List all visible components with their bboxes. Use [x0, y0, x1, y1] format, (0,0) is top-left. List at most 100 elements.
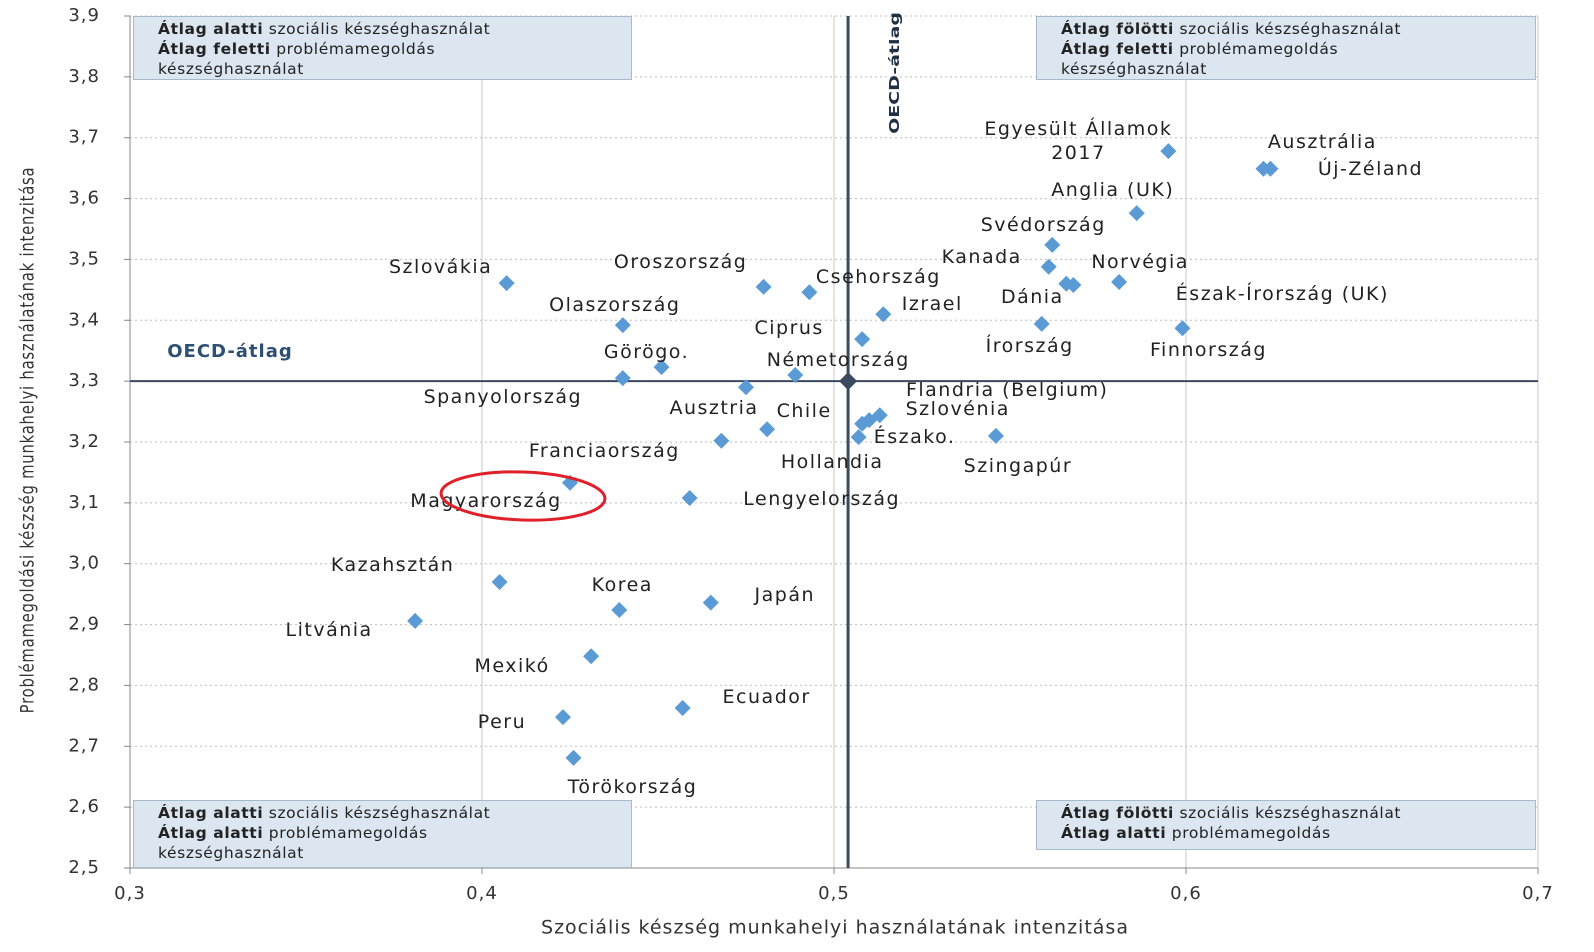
point-label: Spanyolország	[423, 386, 583, 409]
quadrant-line: Átlag feletti problémamegoldás	[1061, 39, 1535, 59]
quadrant-text: problémamegoldás	[276, 40, 436, 58]
quadrant-line: Átlag alatti szociális készséghasználat	[158, 803, 631, 823]
quadrant-box: Átlag alatti szociális készséghasználat Á…	[133, 800, 632, 868]
point-label: Írország	[985, 334, 1074, 357]
y-tick-label: 3,9	[68, 5, 100, 26]
y-tick-label: 3,1	[68, 492, 100, 513]
y-tick-label: 2,5	[68, 857, 100, 878]
y-tick-label: 3,3	[68, 370, 100, 391]
point-label: Franciaország	[528, 439, 680, 462]
y-tick-label: 2,6	[68, 796, 100, 817]
point-label: Észako.	[873, 426, 956, 449]
point-label: Kanada	[941, 245, 1022, 268]
quadrant-text: szociális készséghasználat	[1179, 804, 1402, 822]
quadrant-line: Átlag alatti problémamegoldás	[1061, 823, 1535, 843]
data-point	[871, 407, 888, 424]
x-tick-label: 0,4	[466, 883, 498, 904]
data-point	[653, 359, 670, 376]
quadrant-text: készséghasználat	[158, 844, 304, 862]
point-label: Oroszország	[613, 250, 748, 273]
y-tick-label: 2,7	[68, 735, 100, 756]
point-label: Hollandia	[780, 450, 884, 473]
quadrant-text: problémamegoldás	[268, 824, 428, 842]
quadrant-bold: Átlag feletti	[1061, 40, 1174, 58]
x-tick-label: 0,6	[1170, 883, 1202, 904]
y-axis-title: Problémamegoldási készség munkahelyi has…	[17, 167, 39, 714]
data-point	[702, 594, 719, 611]
point-label: Magyarország	[410, 489, 562, 512]
data-point	[787, 367, 804, 384]
point-label: Kazahsztán	[330, 553, 455, 576]
point-label: Dánia	[1000, 285, 1064, 308]
quadrant-line: Átlag feletti problémamegoldás	[158, 39, 631, 59]
data-point	[1040, 258, 1057, 275]
data-point	[755, 278, 772, 295]
quadrant-line: készséghasználat	[158, 843, 631, 863]
point-label: Szlovénia	[905, 398, 1010, 421]
quadrant-bold: Átlag alatti	[158, 804, 264, 822]
data-point	[565, 749, 582, 766]
data-point	[1262, 160, 1279, 177]
quadrant-bold: Átlag fölötti	[1061, 20, 1174, 38]
quadrant-line: Átlag fölötti szociális készséghasználat	[1061, 19, 1535, 39]
quadrant-text: szociális készséghasználat	[1179, 20, 1402, 38]
point-label: Új-Zéland	[1317, 157, 1424, 180]
point-label: Németország	[766, 349, 910, 372]
quadrant-line: készséghasználat	[1061, 59, 1535, 79]
point-label: Flandria (Belgium)	[905, 379, 1109, 402]
point-label: Svédország	[980, 213, 1106, 236]
data-point	[759, 421, 776, 438]
data-point	[614, 370, 631, 387]
data-point	[583, 648, 600, 665]
point-label: Csehország	[815, 266, 941, 289]
data-point	[562, 474, 578, 491]
quadrant-bold: Átlag alatti	[158, 20, 264, 38]
data-point	[1111, 273, 1128, 290]
data-point	[854, 415, 871, 432]
point-label: Ecuador	[722, 685, 811, 708]
quadrant-line: Átlag alatti szociális készséghasználat	[158, 19, 631, 39]
y-tick-label: 3,7	[68, 127, 100, 148]
reference-label-vertical: OECD-átlag	[886, 12, 902, 134]
quadrant-box: Átlag fölötti szociális készséghasználat…	[1036, 800, 1536, 850]
point-label: Törökország	[567, 775, 698, 798]
quadrant-bold: Átlag alatti	[158, 824, 264, 842]
point-label: Lengyelország	[743, 487, 901, 510]
quadrant-line: készséghasználat	[158, 59, 631, 79]
data-point	[713, 432, 730, 449]
data-point	[611, 601, 628, 618]
point-label: Finnország	[1150, 339, 1267, 362]
y-tick-label: 2,8	[68, 674, 100, 695]
point-label: Peru	[477, 711, 527, 734]
point-label: Olaszország	[549, 294, 681, 317]
y-tick-label: 3,6	[68, 188, 100, 209]
point-label: Japán	[754, 583, 816, 606]
data-point	[1174, 320, 1191, 337]
quadrant-text: problémamegoldás	[1171, 824, 1331, 842]
data-point	[554, 709, 571, 726]
quadrant-text: szociális készséghasználat	[268, 804, 491, 822]
point-label: Chile	[776, 400, 832, 423]
data-point	[498, 275, 515, 292]
data-point	[681, 489, 698, 506]
point-label: Korea	[591, 573, 653, 596]
point-label: Ausztrália	[1267, 130, 1377, 153]
data-point	[850, 429, 867, 446]
point-label: Mexikó	[474, 655, 550, 678]
point-label: Szingapúr	[963, 454, 1073, 477]
data-point	[987, 427, 1004, 444]
data-point	[491, 573, 508, 590]
quadrant-box: Átlag alatti szociális készséghasználat Á…	[133, 16, 632, 80]
y-tick-label: 3,2	[68, 431, 100, 452]
data-point	[875, 306, 892, 323]
x-tick-label: 0,5	[818, 883, 850, 904]
data-point	[1065, 276, 1082, 293]
data-point	[1160, 143, 1177, 160]
x-tick-label: 0,7	[1522, 883, 1554, 904]
quadrant-bold: Átlag fölötti	[1061, 804, 1174, 822]
data-point	[614, 317, 631, 334]
y-tick-label: 2,9	[68, 614, 100, 635]
quadrant-text: készséghasználat	[158, 60, 304, 78]
quadrant-text: problémamegoldás	[1179, 40, 1339, 58]
